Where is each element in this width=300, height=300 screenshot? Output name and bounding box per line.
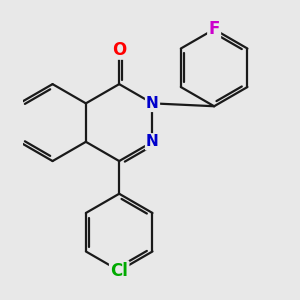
Text: F: F bbox=[208, 20, 220, 38]
Text: O: O bbox=[112, 40, 126, 58]
Text: Cl: Cl bbox=[110, 262, 128, 280]
Text: N: N bbox=[146, 96, 159, 111]
Text: N: N bbox=[146, 134, 159, 149]
